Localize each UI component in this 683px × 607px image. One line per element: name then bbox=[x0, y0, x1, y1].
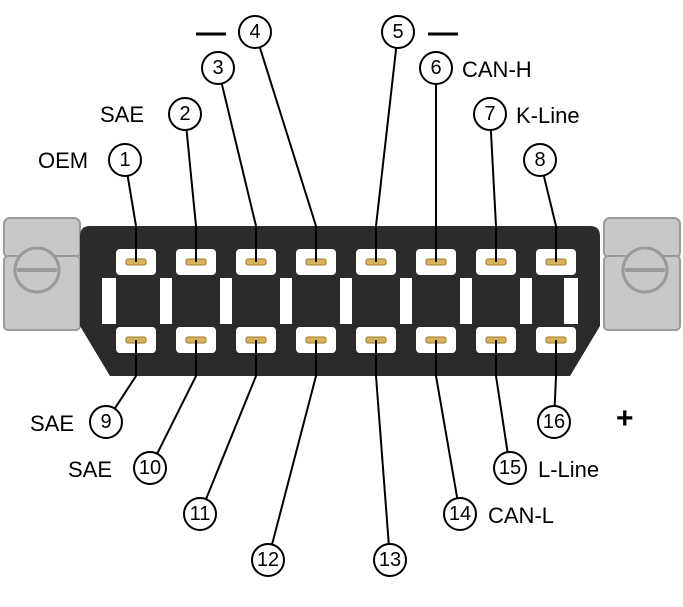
pin-2-number: 2 bbox=[179, 103, 190, 125]
pin-8-number: 8 bbox=[534, 149, 545, 171]
pin-5-label: — bbox=[428, 16, 458, 50]
pin-10-label: SAE bbox=[68, 457, 112, 483]
pin-1-label: OEM bbox=[38, 148, 88, 174]
pin-14-label: CAN-L bbox=[488, 503, 554, 529]
pin-5-number: 5 bbox=[392, 21, 403, 43]
pin-16-label: + bbox=[616, 402, 634, 436]
pin-12-number: 12 bbox=[257, 549, 279, 571]
pin-4-number: 4 bbox=[249, 21, 260, 43]
pin-1-number: 1 bbox=[119, 149, 130, 171]
pin-11-number: 11 bbox=[190, 503, 211, 525]
pin-2-label: SAE bbox=[100, 102, 144, 128]
pin-15-number: 15 bbox=[499, 457, 521, 479]
pin-3-number: 3 bbox=[212, 57, 223, 79]
pin-6-number: 6 bbox=[430, 57, 441, 79]
pin-10-number: 10 bbox=[139, 457, 161, 479]
pin-15-label: L-Line bbox=[538, 457, 599, 483]
diagram-canvas: 12345678910111213141516 bbox=[0, 0, 683, 607]
pin-16-number: 16 bbox=[543, 411, 565, 433]
pin-13-number: 13 bbox=[379, 549, 401, 571]
pin-14-number: 14 bbox=[449, 503, 471, 525]
pin-4-label: — bbox=[196, 16, 226, 50]
pin-7-number: 7 bbox=[484, 103, 495, 125]
pin-7-label: K-Line bbox=[516, 103, 580, 129]
pin-6-label: CAN-H bbox=[462, 57, 532, 83]
pin-9-label: SAE bbox=[30, 411, 74, 437]
pin-9-number: 9 bbox=[100, 411, 111, 433]
obd2-pinout-diagram: 12345678910111213141516 OEMSAE——CAN-HK-L… bbox=[0, 0, 683, 607]
